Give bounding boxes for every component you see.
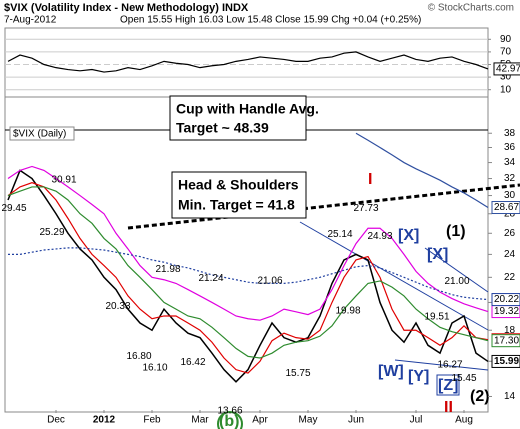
legend-box — [9, 126, 75, 141]
annotation: Head & Shoulders — [178, 177, 299, 193]
legend-entry: $VIX (Daily) — [13, 129, 66, 140]
y-tick-label: 14 — [504, 391, 516, 402]
y-tick-label: 70 — [500, 47, 512, 58]
value-tag — [491, 334, 520, 348]
wave-label: II — [444, 399, 453, 416]
price-label: 27.73 — [353, 203, 378, 214]
x-tick-label: Feb — [143, 415, 161, 426]
value-label: 17.30 — [494, 335, 519, 346]
x-tick-label: Jun — [348, 415, 364, 426]
wave-box — [436, 374, 460, 396]
value-tag — [491, 293, 520, 307]
y-tick-label: 22 — [504, 272, 516, 283]
y-tick-label: 38 — [504, 128, 516, 139]
wave-label: (1) — [446, 223, 466, 240]
x-tick-label: May — [299, 415, 318, 426]
x-tick-label: Dec — [47, 415, 65, 426]
line — [7, 165, 489, 321]
price-label: 13.66 — [217, 406, 242, 417]
y-tick-label: 30 — [500, 72, 512, 83]
value-label: 15.99 — [494, 356, 519, 367]
value-tag — [491, 354, 520, 368]
annotation: Cup with Handle Avg. — [176, 101, 319, 117]
value-tag — [491, 201, 520, 215]
x-tick-label: Apr — [252, 415, 268, 426]
x-tick-label: Mar — [191, 415, 209, 426]
line — [7, 51, 489, 73]
value-label: 42.97 — [496, 64, 520, 75]
y-tick-label: 36 — [504, 142, 516, 153]
y-tick-label: 32 — [504, 173, 516, 184]
price-label: 16.42 — [180, 357, 205, 368]
y-tick-label: 10 — [500, 84, 512, 95]
x-tick-label: 2012 — [93, 415, 116, 426]
line — [7, 186, 489, 359]
wave-label: [Y] — [408, 368, 429, 385]
neckline — [127, 183, 520, 230]
line — [7, 169, 489, 383]
value-label: 20.22 — [494, 294, 519, 305]
trend-line — [299, 221, 489, 331]
wave-label: [Z] — [438, 377, 458, 394]
price-label: 25.14 — [327, 229, 352, 240]
price-label: 25.29 — [39, 227, 64, 238]
price-label: 21.98 — [155, 264, 180, 275]
trend-line — [394, 359, 489, 371]
price-label: 16.27 — [437, 360, 462, 371]
y-tick-label: 24 — [504, 249, 516, 260]
date: 7-Aug-2012 — [4, 15, 57, 26]
subtitle: Open 15.55 High 16.03 Low 15.48 Close 15… — [120, 15, 421, 26]
price-label: 21.06 — [257, 275, 282, 286]
annotation: Min. Target = 41.8 — [178, 197, 295, 213]
y-tick-label: 30 — [504, 190, 516, 201]
annotation-box — [169, 95, 307, 141]
annotation-box — [171, 171, 307, 219]
price-label: 21.24 — [198, 273, 223, 284]
wave-label: I — [368, 171, 372, 188]
price-label: 19.98 — [335, 305, 360, 316]
wave-label: [X] — [398, 227, 419, 244]
trend-line — [424, 247, 489, 293]
y-tick-label: 18 — [504, 325, 516, 336]
y-tick-label: 34 — [504, 157, 516, 168]
line — [355, 132, 489, 209]
price-label: 29.45 — [1, 203, 26, 214]
line — [8, 247, 489, 301]
price-label: 20.33 — [105, 301, 130, 312]
value-label: 19.32 — [494, 306, 519, 317]
y-tick-label: 90 — [500, 34, 512, 45]
wave-label: [X] — [427, 246, 448, 263]
x-tick-label: Jul — [410, 415, 423, 426]
price-label: 19.51 — [424, 312, 449, 323]
x-tick-label: Aug — [455, 415, 473, 426]
price-label: 16.80 — [126, 351, 151, 362]
source: © StockCharts.com — [428, 3, 514, 14]
y-tick-label: 26 — [504, 228, 516, 239]
wave-label: [W] — [378, 363, 404, 380]
price-label: 16.10 — [142, 362, 167, 373]
wave-circle — [217, 411, 243, 429]
wave-label: (b) — [219, 413, 239, 429]
price-label: 15.75 — [285, 368, 310, 379]
value-label: 28.67 — [494, 202, 519, 213]
value-tag — [493, 62, 520, 76]
price-label: 30.91 — [51, 174, 76, 185]
price-label: 21.00 — [444, 276, 469, 287]
price-label: 24.93 — [367, 231, 392, 242]
wave-label: (2) — [470, 388, 490, 405]
chart-title: $VIX (Volatility Index - New Methodology… — [4, 2, 249, 14]
annotation: Target ~ 48.39 — [176, 120, 269, 136]
price-label: 15.45 — [451, 373, 476, 384]
